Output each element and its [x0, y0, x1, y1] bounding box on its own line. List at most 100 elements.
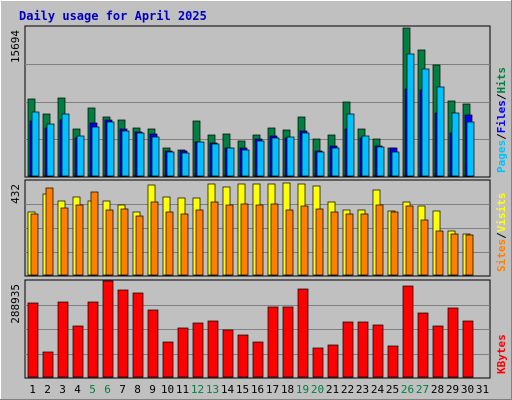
bar-kbytes-day-19 — [297, 288, 309, 378]
x-tick-label-day-25: 25 — [386, 383, 399, 396]
bar-pages-day-25 — [391, 151, 400, 177]
legend-entry: Files — [495, 100, 508, 133]
bar-pages-day-16 — [256, 140, 265, 177]
bar-sites-day-24 — [375, 204, 384, 276]
x-tick-label-day-6: 6 — [104, 383, 111, 396]
x-tick-label-day-15: 15 — [236, 383, 249, 396]
bar-kbytes-day-20 — [312, 347, 324, 378]
x-tick-label-day-22: 22 — [341, 383, 354, 396]
bar-sites-day-25 — [390, 211, 399, 276]
x-tick-label-day-7: 7 — [119, 383, 126, 396]
legend: KBytes — [495, 334, 508, 374]
bar-pages-day-5 — [91, 126, 100, 177]
y-max-label: 432 — [9, 184, 22, 204]
bar-sites-day-5 — [90, 191, 99, 276]
bar-sites-day-9 — [150, 201, 159, 276]
bar-kbytes-day-10 — [162, 341, 174, 378]
bar-sites-day-2 — [45, 187, 54, 276]
bar-kbytes-day-2 — [42, 351, 54, 378]
bar-pages-day-30 — [466, 121, 475, 177]
bar-kbytes-day-14 — [222, 329, 234, 378]
x-tick-label-day-16: 16 — [251, 383, 264, 396]
legend-entry: Visits — [495, 193, 508, 233]
bar-pages-day-15 — [241, 149, 250, 177]
bar-sites-day-3 — [60, 207, 69, 276]
x-tick-label-day-12: 12 — [191, 383, 204, 396]
bar-pages-day-26 — [406, 53, 415, 177]
x-tick-label-day-29: 29 — [446, 383, 459, 396]
bar-kbytes-day-21 — [327, 344, 339, 378]
bar-kbytes-day-23 — [357, 321, 369, 378]
x-tick-label-day-5: 5 — [89, 383, 96, 396]
bar-sites-day-20 — [315, 208, 324, 276]
x-tick-label-day-2: 2 — [44, 383, 51, 396]
bar-kbytes-day-25 — [387, 345, 399, 378]
bar-kbytes-day-24 — [372, 324, 384, 378]
bar-pages-day-19 — [301, 132, 310, 177]
x-tick-label-day-4: 4 — [74, 383, 81, 396]
bar-kbytes-day-3 — [57, 301, 69, 378]
bar-sites-day-26 — [405, 205, 414, 276]
x-tick-label-day-21: 21 — [326, 383, 339, 396]
bar-sites-day-11 — [180, 213, 189, 276]
bar-pages-day-28 — [436, 86, 445, 177]
bar-pages-day-10 — [166, 151, 175, 177]
bar-pages-day-3 — [61, 113, 70, 177]
bar-pages-day-29 — [451, 112, 460, 177]
y-max-label: 288935 — [9, 284, 22, 324]
x-tick-label-day-18: 18 — [281, 383, 294, 396]
bar-pages-day-17 — [271, 137, 280, 177]
bar-pages-day-22 — [346, 113, 355, 177]
x-tick-label-day-28: 28 — [431, 383, 444, 396]
bar-sites-day-27 — [420, 219, 429, 276]
bar-sites-day-16 — [255, 204, 264, 276]
bar-pages-day-1 — [31, 111, 40, 177]
bar-sites-day-4 — [75, 204, 84, 276]
bar-kbytes-day-26 — [402, 285, 414, 378]
bar-pages-day-9 — [151, 136, 160, 177]
bar-sites-day-7 — [120, 208, 129, 276]
bar-pages-day-24 — [376, 146, 385, 177]
x-tick-label-day-1: 1 — [29, 383, 36, 396]
bar-sites-day-21 — [330, 211, 339, 276]
bar-kbytes-day-30 — [462, 320, 474, 378]
x-tick-label-day-23: 23 — [356, 383, 369, 396]
bar-pages-day-4 — [76, 135, 85, 177]
chart-title: Daily usage for April 2025 — [19, 9, 207, 23]
legend: Pages/Files/Hits — [495, 67, 508, 173]
bar-kbytes-day-8 — [132, 292, 144, 378]
bar-kbytes-day-17 — [267, 306, 279, 378]
x-tick-label-day-9: 9 — [149, 383, 156, 396]
bar-sites-day-1 — [30, 213, 39, 276]
bar-pages-day-23 — [361, 135, 370, 177]
bar-pages-day-20 — [316, 151, 325, 177]
bar-sites-day-14 — [225, 204, 234, 276]
panel-kbytes: 288935 KBytes — [9, 279, 508, 379]
bar-sites-day-18 — [285, 209, 294, 276]
bar-kbytes-day-5 — [87, 301, 99, 378]
bar-sites-day-22 — [345, 213, 354, 276]
bar-pages-day-2 — [46, 123, 55, 177]
bar-sites-day-30 — [465, 234, 474, 276]
legend-entry: / — [495, 93, 508, 100]
bar-kbytes-day-4 — [72, 325, 84, 378]
bar-kbytes-day-28 — [432, 325, 444, 378]
bar-kbytes-day-16 — [252, 341, 264, 378]
bar-sites-day-6 — [105, 209, 114, 276]
x-tick-label-day-14: 14 — [221, 383, 235, 396]
bar-kbytes-day-1 — [27, 302, 39, 378]
x-tick-label-day-19: 19 — [296, 383, 309, 396]
x-tick-label-day-26: 26 — [401, 383, 414, 396]
bar-kbytes-day-9 — [147, 309, 159, 378]
bar-kbytes-day-22 — [342, 321, 354, 378]
bar-sites-day-10 — [165, 211, 174, 276]
bar-kbytes-day-27 — [417, 312, 429, 378]
bar-sites-day-29 — [450, 233, 459, 276]
bar-sites-day-23 — [360, 213, 369, 276]
bar-sites-day-17 — [270, 203, 279, 276]
x-tick-label-day-10: 10 — [161, 383, 174, 396]
bar-kbytes-day-15 — [237, 334, 249, 378]
bar-kbytes-day-13 — [207, 320, 219, 378]
